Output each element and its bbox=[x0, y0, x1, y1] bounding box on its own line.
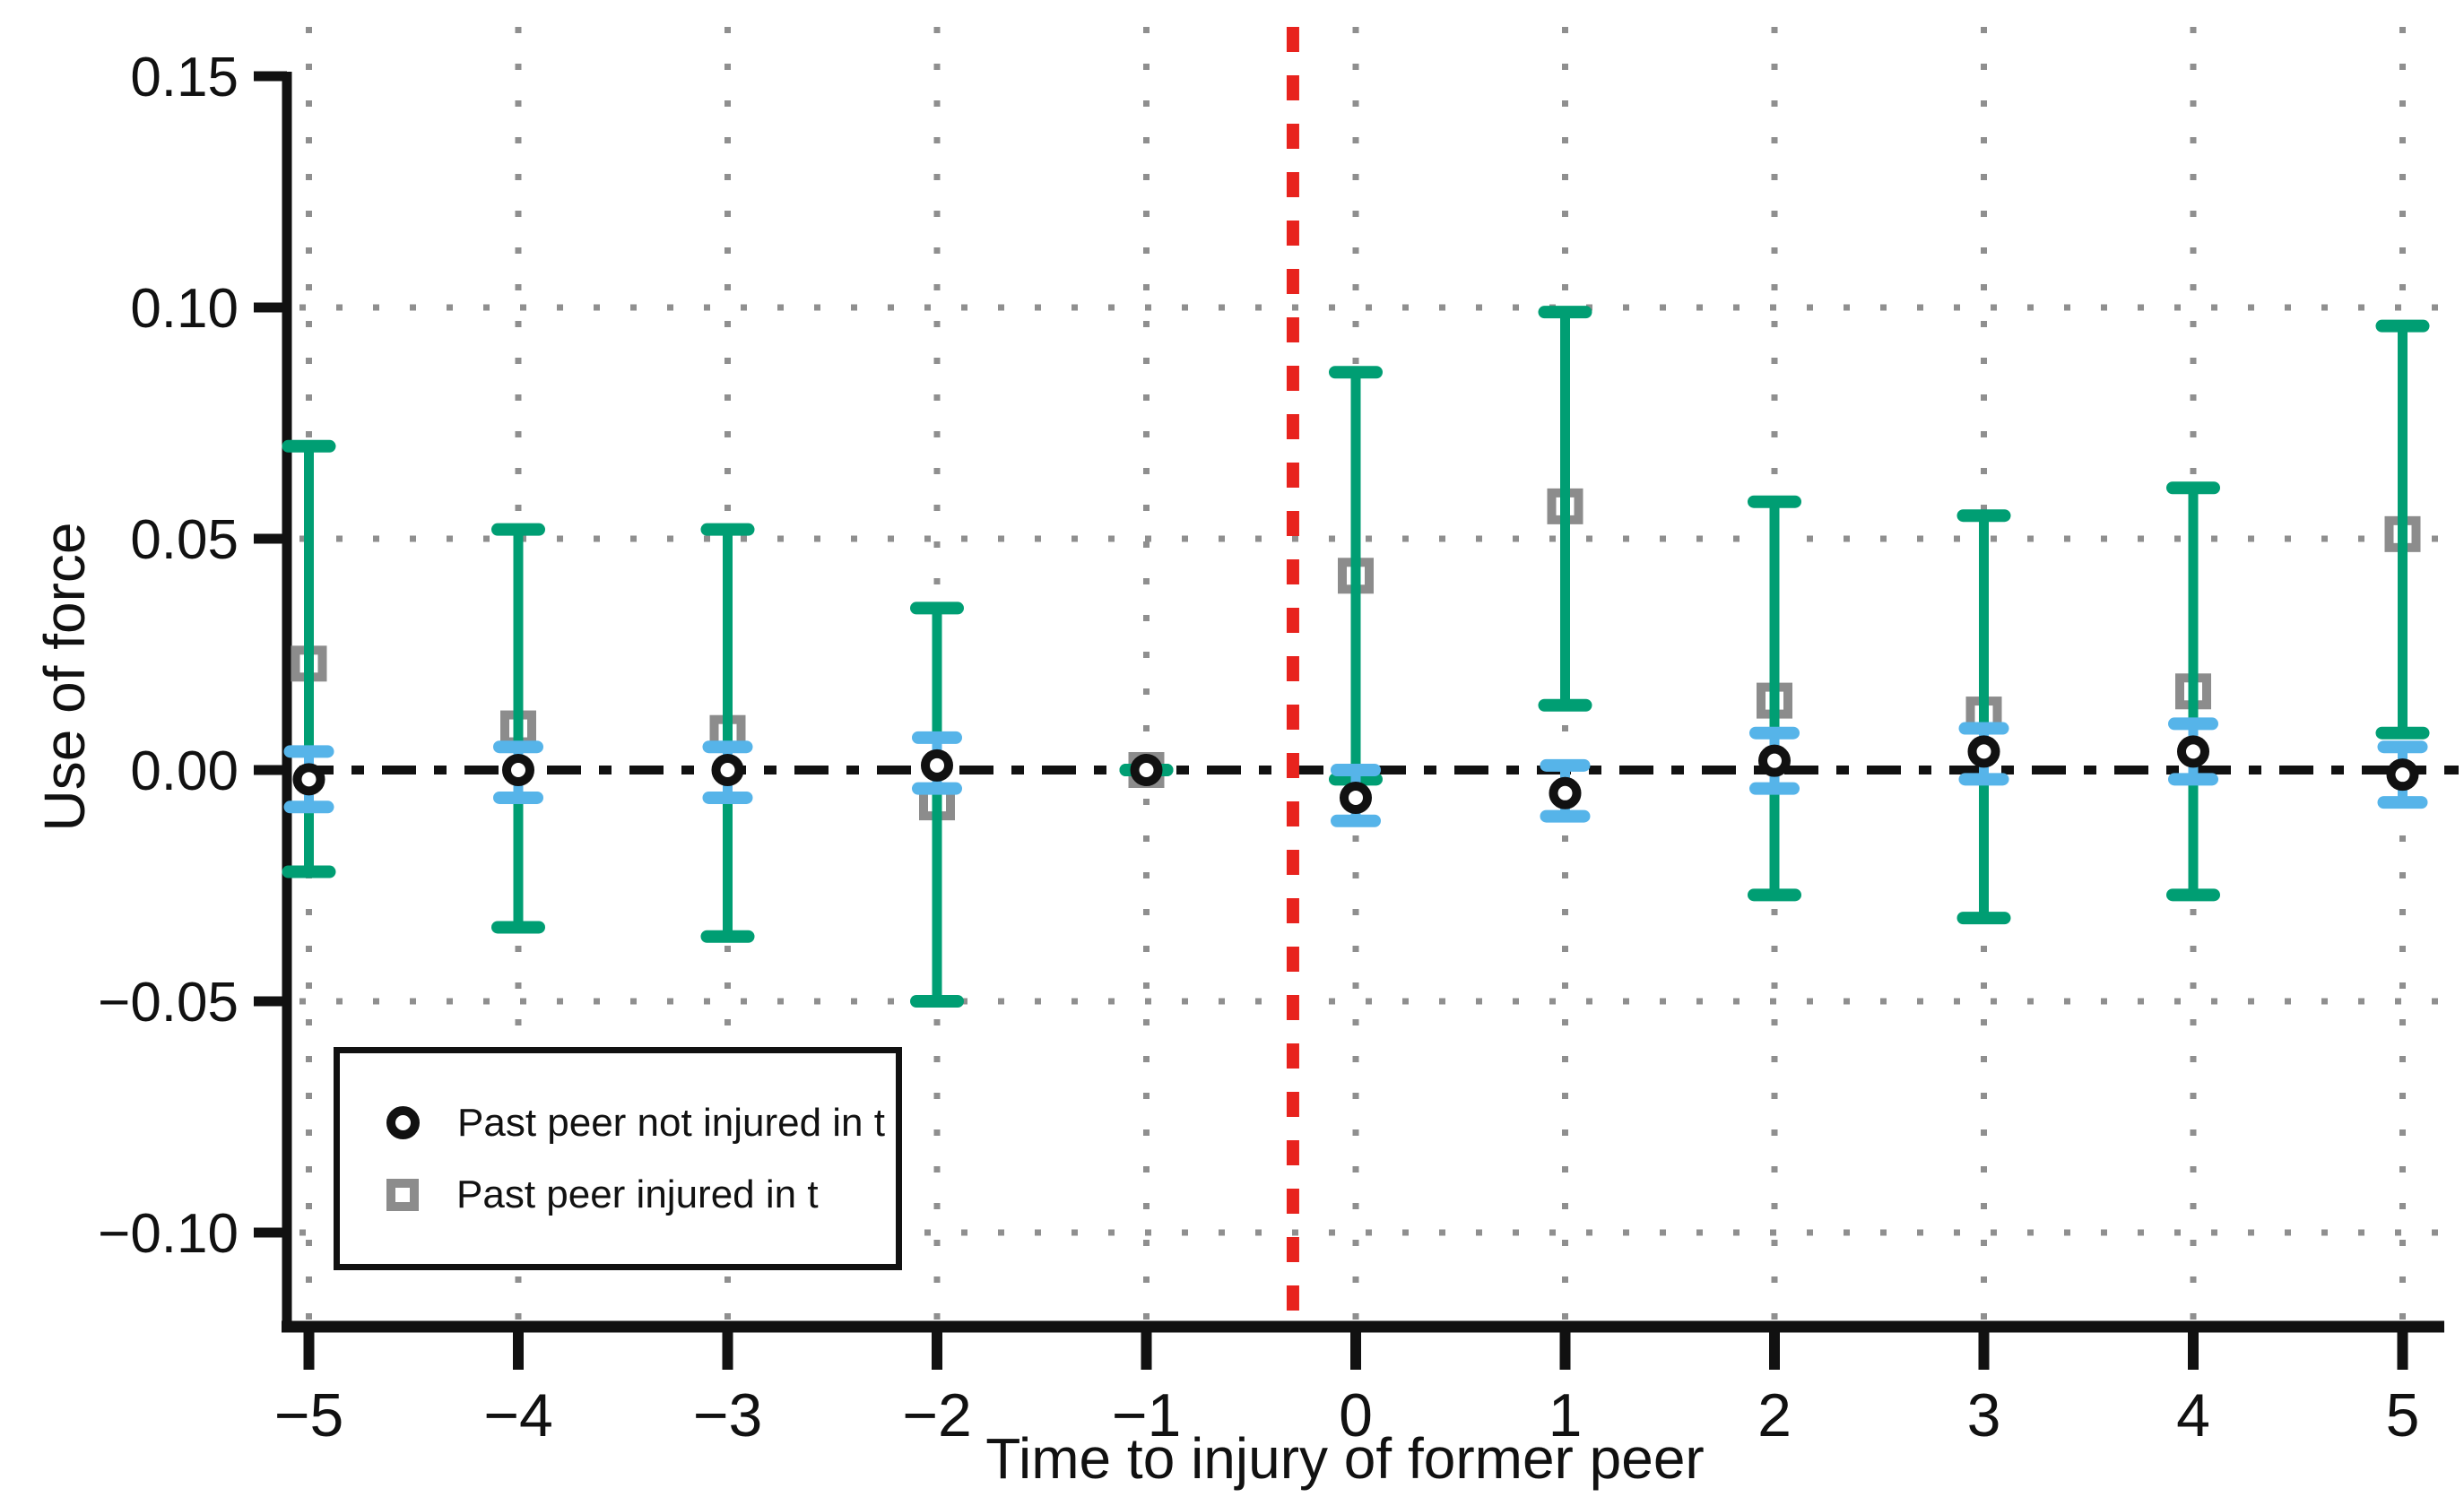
circle-marker-not-injured bbox=[1758, 744, 1791, 777]
circle-marker-not-injured bbox=[292, 763, 325, 796]
circle-marker-not-injured bbox=[2386, 758, 2419, 792]
circle-marker-not-injured bbox=[2177, 735, 2209, 768]
x-tick-label: −5 bbox=[274, 1381, 344, 1449]
circle-marker-not-injured bbox=[711, 754, 744, 786]
circle-marker-not-injured bbox=[1549, 776, 1582, 809]
x-tick-label: 5 bbox=[2386, 1381, 2420, 1449]
x-axis-title: Time to injury of former peer bbox=[985, 1426, 1705, 1491]
y-tick-label: 0.10 bbox=[130, 278, 239, 340]
circle-marker-not-injured bbox=[1967, 735, 2000, 768]
x-tick-label: −4 bbox=[483, 1381, 553, 1449]
circle-marker-icon bbox=[386, 1106, 420, 1139]
y-tick-label: −0.05 bbox=[98, 972, 239, 1034]
legend-item-not-injured: Past peer not injured in t bbox=[386, 1101, 896, 1146]
circle-marker-not-injured bbox=[1340, 781, 1372, 814]
y-tick-label: −0.10 bbox=[98, 1203, 239, 1265]
legend: Past peer not injured in t Past peer inj… bbox=[334, 1047, 902, 1270]
x-tick-label: −1 bbox=[1112, 1381, 1182, 1449]
circle-marker-not-injured bbox=[502, 754, 534, 786]
y-tick-label: 0.05 bbox=[130, 509, 239, 571]
circle-marker-not-injured bbox=[921, 748, 953, 782]
legend-label-injured: Past peer injured in t bbox=[456, 1172, 819, 1216]
x-tick-label: 4 bbox=[2176, 1381, 2210, 1449]
x-tick-label: −2 bbox=[902, 1381, 972, 1449]
y-tick-label: 0.00 bbox=[130, 740, 239, 802]
legend-item-injured: Past peer injured in t bbox=[386, 1173, 896, 1217]
circle-marker-not-injured bbox=[1130, 754, 1163, 786]
x-tick-label: −3 bbox=[693, 1381, 763, 1449]
square-marker-icon bbox=[386, 1178, 419, 1211]
x-tick-label: 2 bbox=[1757, 1381, 1792, 1449]
y-tick-label: 0.15 bbox=[130, 47, 239, 108]
x-tick-label: 3 bbox=[1967, 1381, 2001, 1449]
y-axis-title: Use of force bbox=[32, 522, 97, 832]
x-tick-label: 0 bbox=[1339, 1381, 1373, 1449]
x-tick-label: 1 bbox=[1549, 1381, 1583, 1449]
legend-label-not-injured: Past peer not injured in t bbox=[457, 1100, 885, 1145]
